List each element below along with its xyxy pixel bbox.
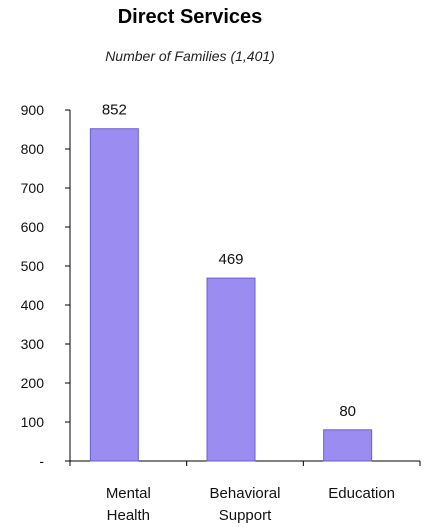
bar: [206, 277, 256, 462]
chart-title: Direct Services: [117, 6, 263, 28]
y-tick-label: 800: [21, 141, 45, 157]
category-label: Mental: [106, 485, 151, 502]
data-label: 469: [218, 251, 243, 268]
y-tick-label: 200: [21, 375, 45, 391]
y-tick-label: 700: [21, 180, 45, 196]
category-label: Education: [328, 485, 395, 502]
y-tick-label: 300: [21, 336, 45, 352]
category-label: Behavioral: [210, 485, 281, 502]
y-tick-label: 600: [21, 219, 45, 235]
y-tick-label: 500: [21, 258, 45, 274]
y-tick-label: 900: [21, 102, 45, 118]
y-tick-label: -: [39, 453, 44, 469]
y-tick-label: 400: [21, 297, 45, 313]
data-label: 852: [102, 102, 127, 119]
category-label: Health: [107, 507, 150, 524]
category-label: Support: [219, 507, 272, 524]
data-label: 80: [339, 403, 356, 420]
bar: [89, 128, 139, 462]
y-tick-label: 100: [21, 414, 45, 430]
bar: [323, 429, 373, 462]
chart-subtitle: Number of Families (1,401): [105, 48, 275, 64]
